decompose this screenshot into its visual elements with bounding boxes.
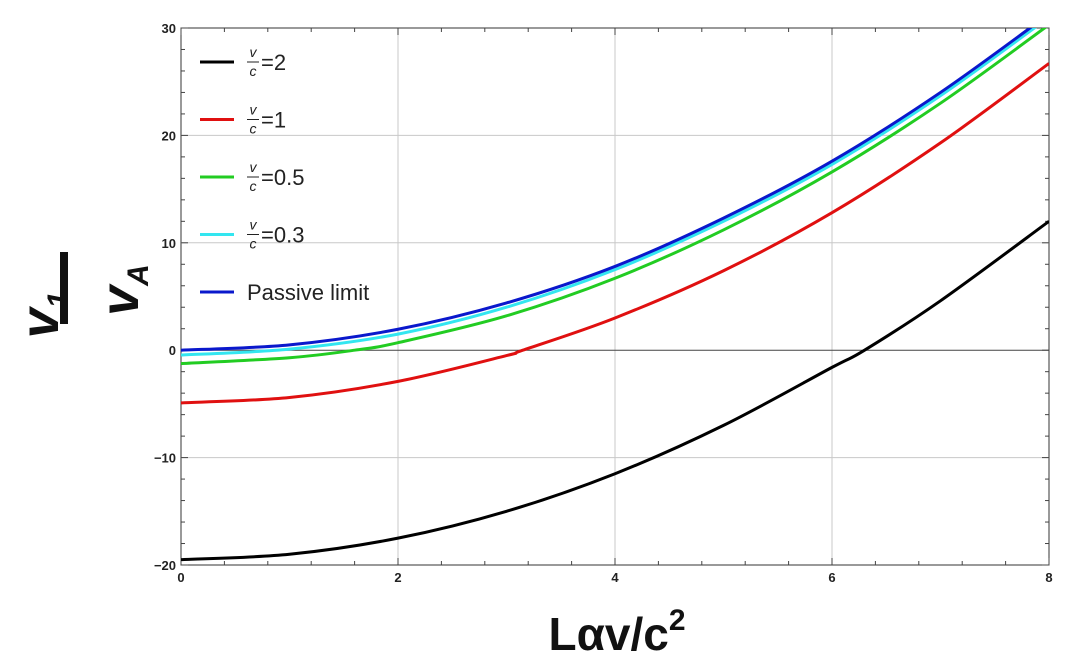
legend-item-1: vc =2: [200, 44, 286, 79]
legend-label: =0.5: [261, 165, 304, 190]
legend-frac-num: v: [250, 102, 258, 118]
grid-lines: [181, 28, 1049, 565]
legend-frac-num: v: [250, 44, 258, 60]
legend-label: =2: [261, 50, 286, 75]
legend-label: =1: [261, 108, 286, 133]
legend-item-4: vc =0.3: [200, 217, 304, 252]
y-tick-label: 0: [169, 343, 176, 358]
legend-item-3: vc =0.5: [200, 159, 304, 194]
legend-frac-den: c: [250, 178, 257, 194]
y-tick-label: 10: [162, 236, 176, 251]
y-title-num-sub: 1: [42, 292, 75, 309]
legend-frac-den: c: [250, 63, 257, 79]
x-title-sup: 2: [669, 604, 686, 637]
legend-frac-num: v: [250, 159, 258, 175]
y-tick-label: −20: [154, 558, 176, 573]
legend-label: Passive limit: [247, 280, 369, 305]
series-line-4: [181, 28, 1037, 357]
series-lines: [181, 28, 1049, 562]
y-title-denominator: vA: [90, 264, 155, 316]
x-tick-label: 0: [177, 570, 184, 585]
legend-item-5: Passive limit: [200, 280, 369, 305]
series-line-2: [181, 62, 1049, 405]
y-tick-label: 20: [162, 128, 176, 143]
x-axis-title: Lαv/c2: [548, 604, 685, 658]
x-tick-label: 8: [1045, 570, 1052, 585]
series-line-5: [181, 28, 1033, 352]
series-line-1: [181, 220, 1049, 562]
legend-frac-num: v: [250, 217, 258, 233]
tick-labels: 0 2 4 6 8 −20 −10 0 10 20 30: [154, 21, 1053, 585]
series-line-3: [181, 28, 1048, 366]
y-title-den-sub: A: [122, 264, 155, 287]
y-axis-title: v1 vA: [10, 252, 155, 338]
legend-frac-den: c: [250, 121, 257, 137]
tick-marks: [180, 27, 1050, 566]
legend-item-2: vc =1: [200, 102, 286, 137]
y-title-den-main: v: [90, 283, 150, 316]
y-tick-label: −10: [154, 451, 176, 466]
x-tick-label: 2: [394, 570, 401, 585]
legend-frac-den: c: [250, 236, 257, 252]
x-tick-label: 4: [611, 570, 619, 585]
y-title-fraction-bar: [60, 252, 68, 324]
legend-label: =0.3: [261, 223, 304, 248]
x-tick-label: 6: [828, 570, 835, 585]
x-title-main: Lαv/c: [548, 608, 668, 658]
y-tick-label: 30: [162, 21, 176, 36]
